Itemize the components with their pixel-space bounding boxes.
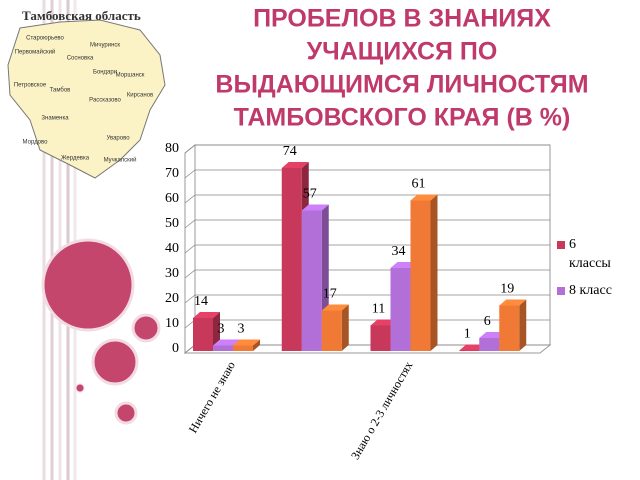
y-tick-label: 60	[165, 191, 179, 206]
bar-top	[321, 304, 349, 311]
bar	[321, 310, 342, 351]
value-label: 61	[412, 177, 426, 192]
bar	[459, 350, 480, 351]
chart-title: ПРОБЕЛОВ В ЗНАНИЯХ УЧАЩИХСЯ ПО ВЫДАЮЩИМСЯ …	[215, 5, 588, 132]
bar	[281, 168, 302, 351]
x-tick-label: Знаю о 2-3 личностях	[348, 359, 416, 462]
value-label: 57	[303, 187, 317, 202]
y-tick-label: 70	[165, 166, 179, 181]
bar	[499, 305, 520, 351]
value-label: 34	[392, 244, 406, 259]
x-tick-label: Ничего не знаю	[186, 359, 238, 436]
map-place: Мичуринск	[90, 43, 120, 49]
legend-swatch	[557, 241, 565, 249]
map-shape	[7, 19, 166, 179]
bar	[193, 318, 213, 351]
map-place: Моршанск	[116, 73, 145, 79]
y-tick-label: 50	[165, 216, 179, 231]
title-line: ТАМБОВСКОГО КРАЯ (В %)	[234, 104, 571, 132]
bar	[479, 338, 500, 351]
map-place: Знаменка	[41, 116, 69, 122]
grid-line	[184, 144, 550, 154]
legend-label: 8 класс	[569, 283, 612, 298]
circles	[41, 238, 161, 425]
bar	[390, 268, 411, 351]
map-place: Тамбов	[50, 88, 71, 94]
map-title: Тамбовская область	[22, 8, 141, 23]
value-label: 19	[500, 282, 514, 297]
bar	[301, 210, 322, 351]
y-tick-label: 0	[172, 341, 179, 356]
bar-top	[193, 312, 220, 318]
bar-top	[213, 339, 240, 346]
title-line: УЧАЩИХСЯ ПО	[307, 38, 498, 66]
plot: 0102030405060708014741113573463176119Нич…	[165, 141, 612, 462]
title-line: ВЫДАЮЩИМСЯ ЛИЧНОСТЯМ	[215, 71, 588, 99]
bar-top	[233, 339, 260, 346]
map-place: Рассказово	[89, 98, 121, 104]
bar-side	[430, 194, 438, 351]
bar	[410, 200, 431, 351]
y-tick-label: 30	[165, 266, 179, 281]
value-label: 1	[464, 327, 471, 342]
value-label: 11	[372, 302, 385, 317]
value-label: 14	[194, 294, 208, 309]
map-place: Сосновка	[67, 56, 94, 62]
map-place: Уварово	[106, 136, 130, 142]
y-tick-label: 20	[165, 291, 179, 306]
map-place: Мучкапский	[104, 157, 137, 164]
bar	[233, 345, 253, 351]
map-place: Жердевка	[61, 156, 90, 162]
grid-line	[184, 169, 550, 179]
map-place: Бондари	[93, 70, 117, 76]
bar	[370, 325, 391, 351]
value-label: 74	[283, 144, 297, 159]
map-place: Петровское	[14, 83, 47, 89]
legend-label: 6 классы	[569, 237, 611, 271]
map-place: Мордово	[23, 140, 49, 146]
bar-top	[301, 204, 329, 211]
value-label: 3	[218, 322, 225, 337]
y-tick-label: 80	[165, 141, 179, 156]
y-tick-label: 10	[165, 316, 179, 331]
map-place: Кирсанов	[127, 93, 153, 99]
bar-side	[519, 299, 527, 351]
title-line: ПРОБЕЛОВ В ЗНАНИЯХ	[253, 5, 551, 33]
bar-top	[499, 299, 527, 306]
bar-side	[253, 339, 260, 351]
map-place: Староюрьево	[26, 36, 64, 42]
map-places: Староюрьево Первомайский Сосновка Мичуринск…	[14, 36, 153, 164]
bar-top	[410, 194, 438, 201]
value-label: 17	[323, 287, 337, 302]
bar	[213, 345, 233, 351]
bar-top	[281, 162, 309, 168]
value-label: 6	[484, 314, 491, 329]
bar-side	[341, 304, 349, 351]
value-label: 3	[238, 322, 245, 337]
y-tick-label: 40	[165, 241, 179, 256]
legend-swatch	[557, 287, 565, 295]
map-place: Первомайский	[15, 49, 56, 56]
